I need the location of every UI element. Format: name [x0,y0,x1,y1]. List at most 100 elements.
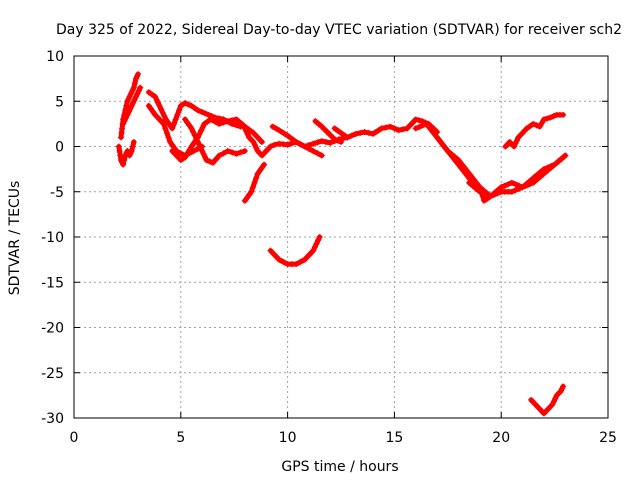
data-point-marker [241,197,248,204]
data-point-marker [244,131,251,138]
data-point-marker [491,191,498,198]
series-sat-h [241,116,441,159]
data-point-marker [125,108,132,115]
data-point-marker [304,253,311,260]
data-point-marker [442,144,449,151]
data-point-marker [199,109,206,116]
data-point-marker [284,141,291,148]
data-point-marker [314,139,321,146]
data-point-marker [361,129,368,136]
data-point-marker [538,119,545,126]
data-point-marker [533,122,540,129]
data-point-marker [258,164,265,171]
data-point-marker [297,258,304,265]
data-point-marker [233,150,240,157]
data-point-marker [365,129,372,136]
data-point-marker [128,102,135,109]
data-point-marker [267,247,274,254]
data-point-marker [250,129,257,136]
series-sat-j [312,118,344,145]
data-point-marker [253,145,260,152]
data-point-marker [540,166,547,173]
data-point-marker [155,114,162,121]
y-axis-label: SDTVAR / TECUs [7,181,23,296]
data-point-marker [135,87,142,94]
series-sat-i [269,123,325,159]
x-tick-label: 25 [599,430,617,446]
data-point-marker [182,116,189,123]
data-point-marker [460,163,467,170]
data-point-marker [407,122,414,129]
data-point-marker [469,182,476,189]
data-point-marker [129,143,136,150]
data-point-marker [186,147,193,154]
data-point-marker [191,105,198,112]
data-point-marker [270,250,277,257]
data-point-marker [463,167,470,174]
data-point-marker [352,130,359,137]
data-point-marker [120,161,127,168]
data-point-marker [246,191,253,198]
series-sat-c [120,84,144,127]
data-point-marker [197,145,204,152]
data-point-marker [382,124,389,131]
data-point-marker [119,125,126,132]
data-point-marker [155,99,162,106]
data-point-marker [209,159,216,166]
data-point-marker [267,143,274,150]
data-point-marker [199,124,206,131]
data-point-marker [220,119,227,126]
data-point-marker [387,123,394,130]
data-point-marker [423,120,430,127]
data-point-marker [120,120,127,127]
y-tick-label: -15 [41,275,64,291]
data-point-marker [253,175,260,182]
data-point-marker [293,261,300,268]
x-axis-label: GPS time / hours [281,459,398,475]
data-point-marker [512,181,519,188]
data-point-marker [310,247,317,254]
data-point-marker [122,114,129,121]
data-point-marker [251,179,258,186]
data-point-marker [256,135,263,142]
x-tick-label: 15 [385,430,403,446]
data-point-marker [162,116,169,123]
y-tick-label: 10 [46,49,64,65]
data-point-marker [426,124,433,131]
data-point-marker [334,127,341,134]
data-point-marker [127,105,134,112]
data-point-marker [202,110,209,117]
data-point-marker [207,116,214,123]
data-point-marker [194,107,201,114]
data-point-marker [328,133,335,140]
data-point-marker [196,131,203,138]
y-tick-label: -10 [41,230,64,246]
data-point-marker [412,116,419,123]
data-point-marker [241,148,248,155]
data-point-marker [193,135,200,142]
data-traces [115,71,569,417]
y-tick-label: -20 [41,321,64,337]
data-point-marker [512,187,519,194]
data-point-marker [552,395,559,402]
data-point-marker [562,152,569,159]
data-point-marker [338,138,344,145]
data-point-marker [476,188,483,195]
data-point-marker [224,118,231,125]
data-point-marker [258,138,265,145]
data-point-marker [164,119,171,126]
data-point-marker [331,125,338,132]
data-point-marker [444,148,451,155]
axis-ticks: 0 5 10 15 20 25 10 5 0 -5 -10 -15 -20 -25 -30 [41,49,617,446]
series-sat-a [115,138,137,168]
data-point-marker [327,139,334,146]
data-point-marker [188,102,195,109]
data-point-marker [130,84,137,91]
data-point-marker [117,134,124,141]
data-point-marker [134,90,141,97]
data-point-marker [229,117,236,124]
data-point-marker [307,250,314,257]
data-point-marker [213,156,220,163]
data-point-marker [310,148,317,155]
